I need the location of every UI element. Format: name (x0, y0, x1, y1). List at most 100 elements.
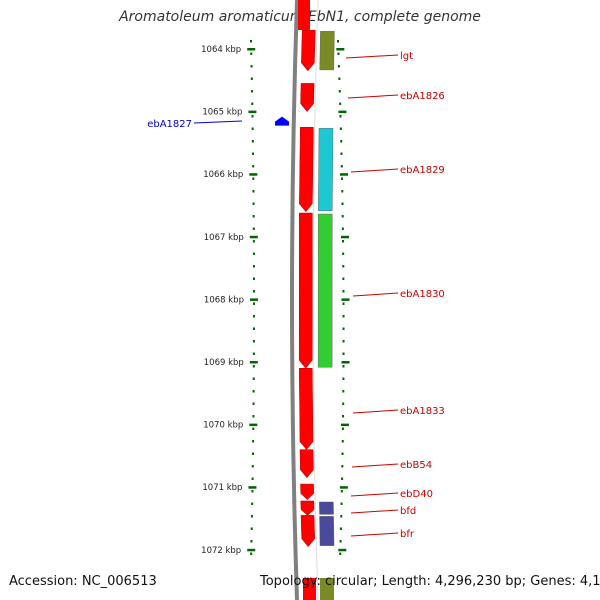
ruler-minor-tick (341, 202, 344, 205)
category-box (320, 578, 334, 600)
ruler-minor-tick (250, 77, 253, 80)
gene-bfd (300, 500, 334, 516)
ruler-minor-tick (251, 90, 254, 93)
ruler-minor-tick (342, 240, 345, 243)
ruler-minor-tick (252, 240, 255, 243)
ruler-minor-tick (341, 427, 344, 430)
ruler-minor-tick (252, 177, 255, 180)
ruler-minor-tick (252, 227, 255, 230)
gene-label-lgt: lgt (400, 51, 413, 62)
ruler-minor-tick (337, 65, 340, 68)
ruler-minor-tick (251, 465, 254, 468)
ruler-major-tick-right (339, 486, 348, 489)
ruler-tick-label: 1067 kbp (204, 233, 244, 243)
label-layer: lgt ebA1826 ebA1827 ebA1829 ebA1830 ebA1833 eb… (147, 51, 445, 540)
cds-arrow (298, 0, 310, 30)
ruler-minor-tick (252, 152, 255, 155)
ruler-major-tick (247, 48, 256, 51)
ruler-minor-tick (251, 502, 254, 505)
ruler-major-tick (249, 361, 258, 364)
reverse-gene-arrow (275, 116, 289, 126)
gene-bfr (300, 515, 335, 548)
ruler-minor-tick (252, 402, 255, 405)
cds-arrow (300, 515, 315, 548)
ruler-minor-tick (341, 477, 344, 480)
cds-arrow (300, 83, 315, 112)
ruler-minor-tick (250, 65, 253, 68)
ruler-minor-tick (342, 352, 345, 355)
ruler-minor-tick (252, 365, 255, 368)
ruler-minor-tick (342, 415, 345, 418)
ruler-minor-tick (339, 527, 342, 530)
gene-continuation (298, 0, 334, 600)
cds-arrow (298, 368, 314, 451)
ruler-minor-tick (339, 552, 342, 555)
ruler-minor-tick (340, 515, 343, 518)
ruler-minor-tick (341, 190, 344, 193)
ruler-minor-tick (251, 452, 254, 455)
ruler-minor-tick (338, 90, 341, 93)
label-leader-line (352, 409, 399, 414)
ruler-major-tick-right (339, 173, 348, 176)
gene-ebD40 (300, 483, 315, 501)
backbone-layer (290, 0, 319, 600)
ruler-minor-tick (252, 315, 255, 318)
ruler-minor-tick (252, 327, 255, 330)
cds-arrow (303, 578, 316, 600)
ruler-minor-tick (250, 540, 253, 543)
category-box (317, 213, 333, 368)
gene-ebB54 (299, 449, 314, 479)
ruler-layer: 1064 kbp 1065 kbp 1066 kbp 1067 kbp 1068 kbp… (201, 40, 350, 556)
gene-label-ebA1833: ebA1833 (400, 406, 445, 417)
ruler-right-dots (337, 40, 345, 555)
cds-arrow (298, 212, 313, 369)
ruler-minor-tick (251, 102, 254, 105)
ruler-minor-tick (342, 377, 345, 380)
label-leader-line (347, 94, 399, 99)
ruler-minor-tick (251, 127, 254, 130)
ruler-minor-tick (250, 527, 253, 530)
ruler-minor-tick (342, 402, 345, 405)
gene-label-bfd: bfd (400, 506, 416, 517)
ruler-minor-tick (342, 327, 345, 330)
ruler-minor-tick (340, 502, 343, 505)
gene-label-ebB54: ebB54 (400, 460, 432, 471)
ruler-minor-tick (252, 352, 255, 355)
gene-ebA1830 (298, 212, 333, 369)
cds-arrow (301, 29, 316, 72)
category-box (318, 128, 334, 211)
ruler-major-tick-right (340, 423, 349, 427)
topology-text: Topology: circular; Length: 4,296,230 bp… (260, 574, 600, 589)
ruler-major-tick-right (336, 48, 345, 51)
ruler-tick-label: 1070 kbp (203, 421, 243, 431)
ruler-minor-tick (252, 302, 255, 305)
category-box (319, 31, 335, 71)
ruler-minor-tick (341, 452, 344, 455)
gene-label-bfr: bfr (400, 529, 415, 540)
ruler-tick-label: 1065 kbp (202, 108, 242, 118)
ruler-minor-tick (252, 252, 255, 255)
ruler-minor-tick (251, 490, 254, 493)
ruler-minor-tick (250, 515, 253, 518)
ruler-minor-tick (340, 140, 343, 143)
gene-layer (275, 0, 335, 600)
ruler-minor-tick (252, 427, 255, 430)
ruler-minor-tick (342, 252, 345, 255)
ruler-major-tick (249, 173, 258, 176)
gene-ebA1833 (298, 368, 314, 451)
ruler-tick-label: 1068 kbp (204, 295, 244, 305)
ruler-minor-tick (252, 415, 255, 418)
ruler-minor-tick (338, 77, 341, 80)
ruler-tick-label: 1069 kbp (204, 358, 244, 368)
ruler-minor-tick (342, 315, 345, 318)
gene-label-ebA1829: ebA1829 (400, 165, 445, 176)
ruler-minor-tick (339, 127, 342, 130)
cds-arrow (300, 500, 315, 516)
ruler-minor-tick (342, 302, 345, 305)
ruler-major-tick-right (338, 110, 347, 114)
ruler-minor-tick (339, 540, 342, 543)
label-leader-line (350, 492, 399, 497)
ruler-major-tick (249, 423, 258, 427)
gene-lgt (301, 29, 335, 72)
